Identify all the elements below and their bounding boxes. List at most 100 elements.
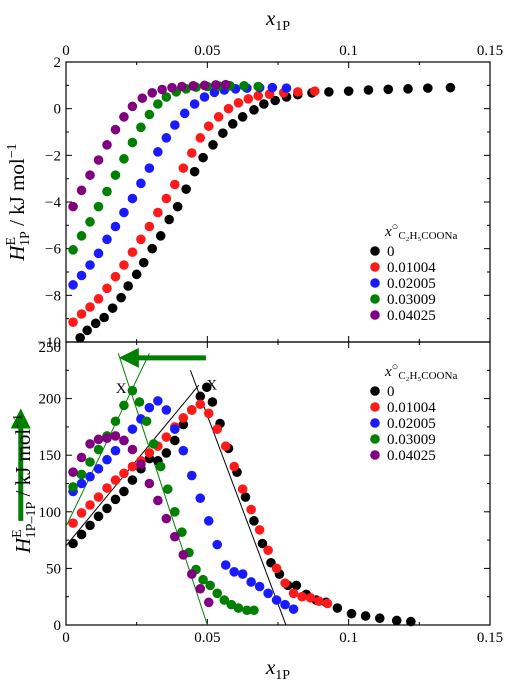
top-x-axis-label: x1P	[265, 6, 290, 34]
data-point	[343, 86, 354, 96]
data-point	[212, 424, 223, 434]
legend-label: 0.02005	[387, 276, 436, 292]
data-point	[110, 431, 121, 441]
data-point	[119, 435, 129, 446]
data-point	[271, 563, 282, 574]
data-point	[119, 112, 129, 122]
data-point	[76, 508, 87, 518]
y-tick-label: −8	[45, 288, 61, 304]
legend-label: 0.03009	[387, 292, 436, 308]
data-point	[195, 399, 206, 410]
data-point	[102, 503, 112, 514]
legend-label: 0.04025	[387, 308, 436, 324]
data-point	[280, 599, 290, 610]
legend-label: 0.02005	[387, 416, 436, 432]
data-point	[178, 550, 189, 560]
data-point	[305, 593, 316, 603]
data-point	[167, 82, 177, 93]
data-point	[288, 588, 299, 599]
data-point	[203, 516, 214, 526]
data-point	[68, 538, 78, 549]
data-point	[153, 99, 163, 109]
legend-label: 0.01004	[387, 260, 436, 276]
y-tick-label: 0	[54, 618, 62, 634]
data-point	[186, 148, 197, 158]
data-point	[172, 201, 183, 212]
legend-label: 0.04025	[387, 448, 436, 464]
data-point	[144, 221, 155, 232]
data-point	[76, 309, 87, 319]
data-point	[195, 583, 206, 594]
y-tick-label: 250	[39, 340, 62, 356]
data-point	[147, 88, 158, 98]
data-point	[75, 333, 85, 343]
data-point	[85, 500, 95, 510]
data-point	[324, 87, 334, 97]
x-tick-label: 0	[62, 630, 70, 646]
data-point	[281, 83, 292, 93]
legend-title: x○C₂H₅COONa	[384, 361, 457, 382]
data-point	[76, 529, 87, 540]
legend-marker	[370, 418, 380, 428]
data-point	[76, 231, 87, 241]
data-point	[155, 461, 166, 472]
legend-marker	[370, 402, 380, 412]
data-point	[127, 137, 138, 148]
data-point	[383, 84, 394, 95]
data-point	[267, 82, 278, 93]
data-point	[212, 588, 223, 599]
x-tick-label: 0.05	[194, 630, 220, 646]
data-point	[102, 283, 112, 294]
legend-marker	[370, 450, 380, 460]
data-point	[406, 616, 416, 627]
y-axis-label: HE1P / kJ mol−1	[4, 143, 33, 261]
data-point	[237, 569, 248, 579]
data-point	[144, 478, 155, 489]
data-point	[161, 432, 172, 442]
legend-marker	[370, 294, 380, 304]
data-point	[148, 439, 159, 449]
data-point	[119, 486, 129, 497]
data-point	[186, 470, 197, 481]
x-tick-label: 0.1	[339, 630, 358, 646]
data-point	[68, 280, 78, 290]
data-point	[280, 578, 290, 588]
data-point	[147, 243, 158, 254]
data-point	[76, 478, 87, 489]
x-axis-label: x1P	[265, 655, 290, 683]
data-point	[153, 147, 163, 157]
data-point	[253, 81, 264, 92]
data-point	[85, 439, 95, 449]
data-point	[123, 281, 133, 291]
data-point	[203, 408, 214, 419]
data-point	[195, 133, 206, 143]
x-tick-label: 0.05	[194, 43, 220, 59]
data-point	[374, 613, 385, 624]
data-point	[119, 468, 129, 479]
data-point	[314, 596, 324, 607]
data-point	[153, 207, 163, 218]
data-point	[136, 234, 146, 245]
data-point	[178, 413, 189, 423]
legend-marker	[370, 310, 380, 320]
data-point	[188, 81, 198, 91]
data-point	[137, 93, 148, 103]
x-tick-label: 0.15	[477, 43, 503, 59]
data-point	[249, 605, 259, 616]
data-point	[219, 595, 230, 605]
data-point	[178, 419, 189, 430]
data-point	[292, 87, 303, 97]
data-point	[116, 292, 126, 303]
data-point	[68, 201, 78, 212]
y-tick-label: 200	[39, 392, 62, 408]
annotation-x: X	[206, 378, 217, 394]
legend-marker	[370, 246, 380, 256]
data-point	[162, 484, 173, 494]
data-point	[254, 525, 265, 535]
data-point	[164, 214, 174, 225]
data-point	[203, 121, 214, 131]
data-point	[131, 269, 142, 280]
data-point	[198, 574, 208, 585]
data-point	[161, 448, 172, 458]
data-point	[195, 391, 206, 402]
